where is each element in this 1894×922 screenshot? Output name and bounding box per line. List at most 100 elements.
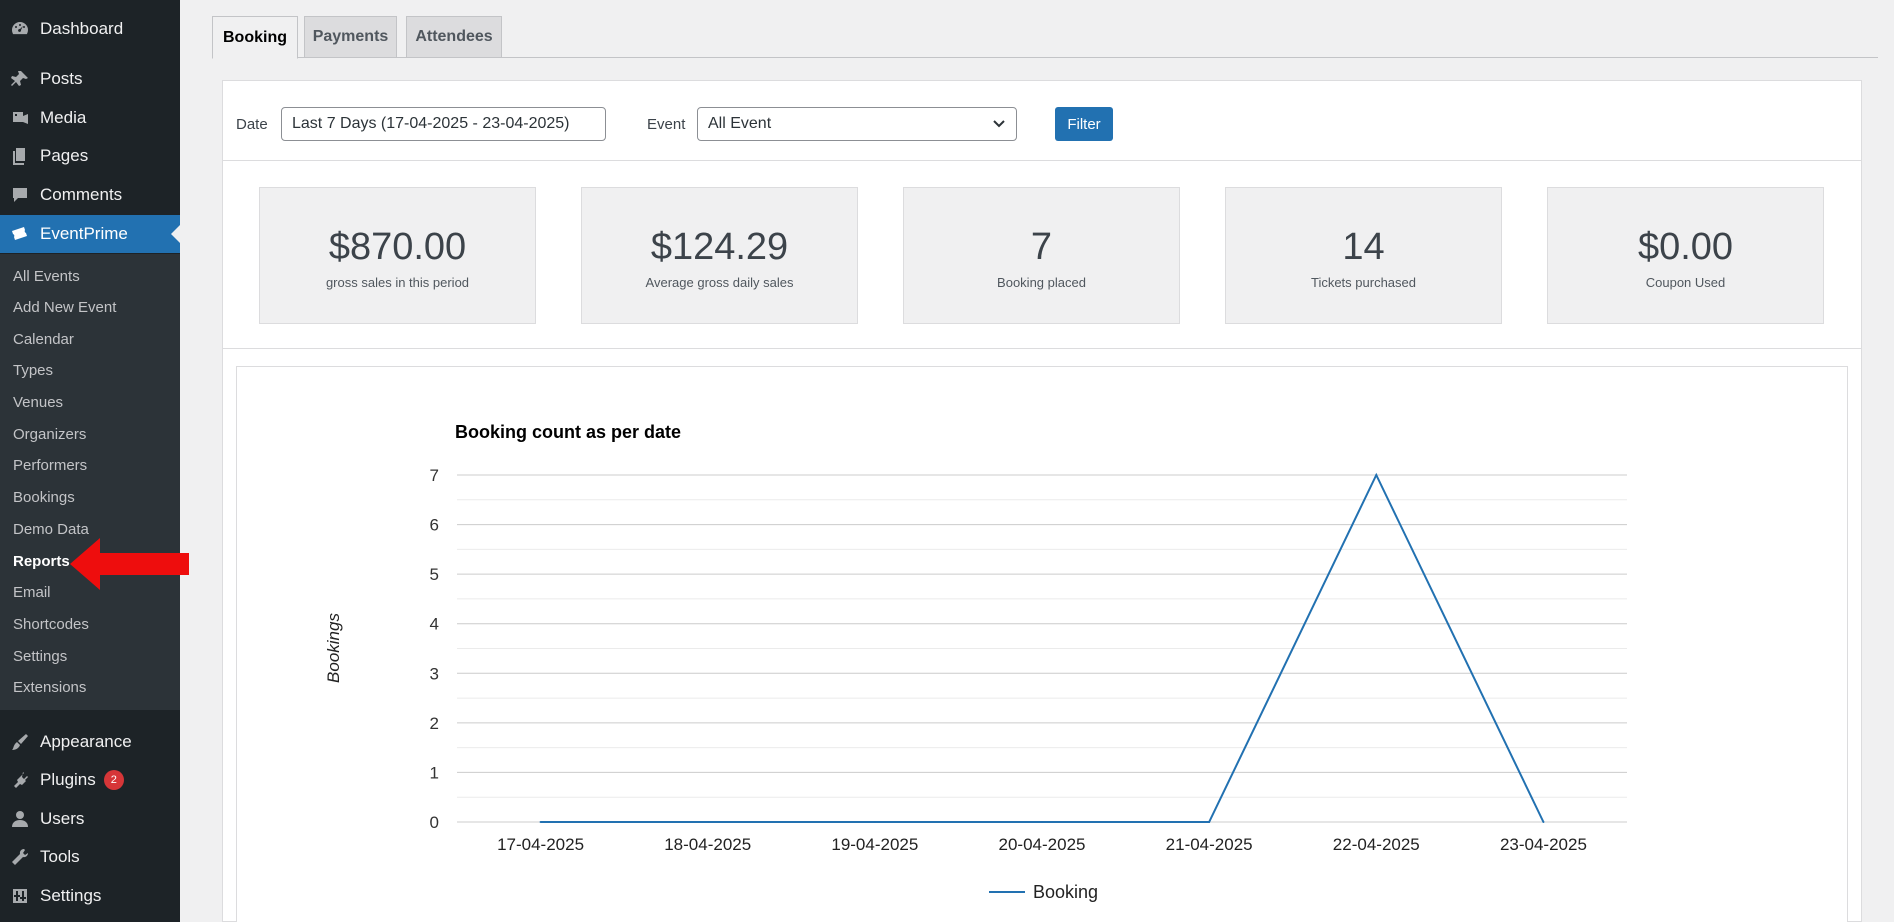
menu-label: Dashboard [40, 19, 124, 38]
y-tick-label: 2 [430, 714, 439, 733]
menu-label: Tools [40, 847, 80, 866]
submenu-add-new-event[interactable]: Add New Event [13, 299, 117, 316]
media-icon [0, 108, 40, 128]
eventprime-submenu: All Events Add New Event Calendar Types … [0, 254, 180, 710]
stat-value: $0.00 [1637, 226, 1734, 268]
date-range-input[interactable]: Last 7 Days (17-04-2025 - 23-04-2025) [281, 107, 606, 141]
submenu-performers[interactable]: Performers [13, 457, 88, 474]
menu-item-users[interactable]: Users [0, 801, 180, 837]
menu-label: EventPrime [40, 224, 128, 243]
menu-item-dashboard[interactable]: Dashboard [0, 11, 180, 47]
x-tick-label: 21-04-2025 [1166, 835, 1253, 854]
menu-item-media[interactable]: Media [0, 100, 180, 136]
data-point [539, 821, 542, 823]
menu-label: Plugins [40, 770, 96, 789]
filter-bar: Date Last 7 Days (17-04-2025 - 23-04-202… [223, 81, 1861, 161]
x-tick-label: 17-04-2025 [497, 835, 584, 854]
ticket-icon [0, 224, 40, 244]
stat-label: Booking placed [997, 275, 1086, 290]
stat-value: 7 [1030, 226, 1053, 268]
brush-icon [0, 732, 40, 752]
menu-label: Appearance [40, 732, 132, 751]
menu-label: Settings [40, 886, 102, 905]
submenu-venues[interactable]: Venues [13, 394, 64, 411]
stat-label: Average gross daily sales [645, 275, 794, 290]
menu-label: Pages [40, 146, 89, 165]
menu-label: Users [40, 809, 85, 828]
data-point [1375, 474, 1378, 476]
booking-line-chart: Booking count as per date 0 1 2 3 4 5 6 7 Booking… [324, 422, 1627, 902]
menu-item-pages[interactable]: Pages [0, 138, 180, 174]
stat-card-coupon-used: $0.00 Coupon Used [1547, 187, 1824, 324]
stat-value: 14 [1342, 226, 1385, 268]
submenu-reports[interactable]: Reports [13, 553, 70, 570]
tab-payments[interactable]: Payments [304, 16, 397, 58]
y-tick-label: 3 [430, 664, 439, 683]
submenu-shortcodes[interactable]: Shortcodes [13, 616, 89, 633]
data-point [1208, 821, 1211, 823]
y-tick-label: 4 [430, 615, 439, 634]
x-tick-label: 19-04-2025 [831, 835, 918, 854]
stats-row: $870.00 gross sales in this period $124.… [223, 162, 1861, 349]
plugin-icon [0, 770, 40, 790]
menu-item-eventprime[interactable]: EventPrime [0, 215, 180, 253]
y-tick-label: 1 [430, 763, 439, 782]
chevron-down-icon [993, 120, 1005, 128]
submenu-organizers[interactable]: Organizers [13, 426, 87, 443]
tab-attendees[interactable]: Attendees [406, 16, 502, 58]
submenu-types[interactable]: Types [13, 362, 54, 379]
data-point [1041, 821, 1043, 823]
plugins-update-badge: 2 [103, 770, 124, 790]
submenu-settings[interactable]: Settings [13, 648, 68, 665]
chart-title: Booking count as per date [455, 422, 681, 442]
tab-booking[interactable]: Booking [212, 16, 298, 59]
pages-icon [0, 146, 40, 166]
menu-item-appearance[interactable]: Appearance [0, 724, 180, 760]
stat-card-tickets-purchased: 14 Tickets purchased [1225, 187, 1502, 324]
submenu-all-events[interactable]: All Events [13, 268, 80, 285]
y-tick-label: 0 [430, 813, 439, 832]
menu-label: Media [40, 108, 87, 127]
menu-item-plugins[interactable]: Plugins 2 [0, 762, 180, 798]
comment-icon [0, 185, 40, 205]
menu-item-posts[interactable]: Posts [0, 61, 180, 97]
active-indicator [171, 225, 180, 243]
x-tick-label: 23-04-2025 [1500, 835, 1587, 854]
menu-item-comments[interactable]: Comments [0, 177, 180, 213]
stat-label: Tickets purchased [1310, 275, 1416, 290]
filter-button[interactable]: Filter [1055, 107, 1113, 141]
y-tick-label: 5 [430, 565, 439, 584]
stat-label: gross sales in this period [325, 275, 470, 290]
red-arrow-annotation [70, 538, 189, 590]
legend-label: Booking [1033, 882, 1098, 902]
stat-value: $124.29 [650, 226, 789, 268]
admin-sidebar: Dashboard Posts Media Pages Comments Eve… [0, 0, 180, 922]
submenu-bookings[interactable]: Bookings [13, 489, 75, 506]
dashboard-icon [0, 19, 40, 39]
menu-item-tools[interactable]: Tools [0, 839, 180, 875]
submenu-demo-data[interactable]: Demo Data [13, 521, 89, 538]
event-select-value: All Event [708, 115, 772, 132]
submenu-extensions[interactable]: Extensions [13, 679, 87, 696]
event-label: Event [647, 116, 686, 133]
stat-value: $870.00 [328, 226, 467, 268]
stat-card-booking-placed: 7 Booking placed [903, 187, 1180, 324]
settings-icon [0, 886, 40, 906]
y-axis-label: Bookings [324, 613, 343, 683]
report-tabs: Booking Payments Attendees [212, 16, 1878, 59]
submenu-email[interactable]: Email [13, 584, 51, 601]
x-tick-label: 20-04-2025 [999, 835, 1086, 854]
x-tick-label: 18-04-2025 [664, 835, 751, 854]
menu-item-settings[interactable]: Settings [0, 878, 180, 914]
submenu-calendar[interactable]: Calendar [13, 331, 74, 348]
y-tick-label: 7 [430, 466, 439, 485]
date-label: Date [236, 116, 268, 133]
y-tick-label: 6 [430, 516, 439, 535]
event-select[interactable]: All Event [697, 107, 1017, 141]
data-point [706, 821, 709, 823]
wrench-icon [0, 847, 40, 867]
data-point [1542, 821, 1545, 823]
user-icon [0, 809, 40, 829]
stat-card-gross-sales: $870.00 gross sales in this period [259, 187, 536, 324]
stat-label: Coupon Used [1645, 275, 1726, 290]
